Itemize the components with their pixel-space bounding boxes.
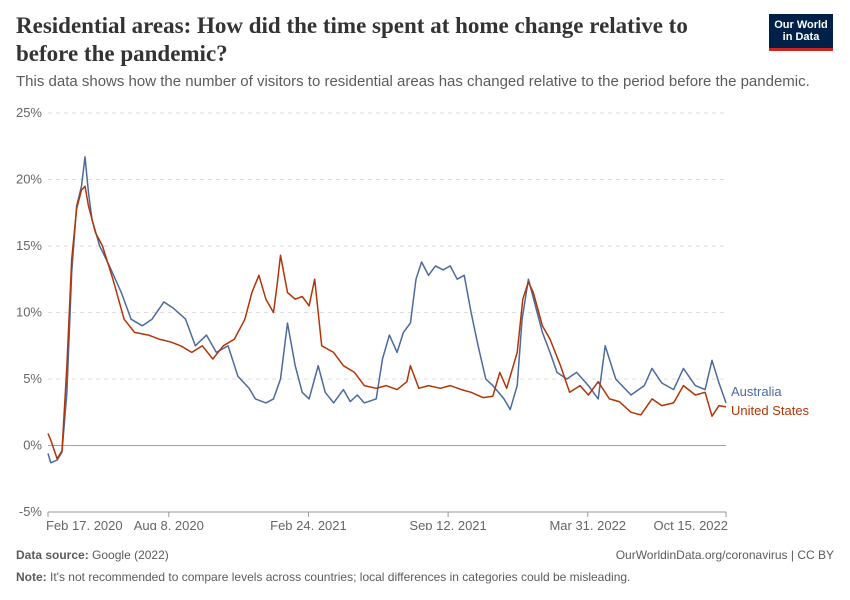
x-axis-ticks: Feb 17, 2020 Aug 8, 2020 Feb 24, 2021 Sep 1… (46, 512, 728, 530)
data-source-value[interactable]: Google (2022) (92, 548, 169, 562)
y-tick-label: -5% (19, 504, 43, 519)
y-tick-label: 15% (16, 238, 42, 253)
legend-label-australia: Australia (731, 384, 782, 399)
legend-layer: Australia United States (731, 384, 810, 418)
x-tick-label: Feb 17, 2020 (46, 518, 123, 530)
x-tick-label: Sep 12, 2021 (409, 518, 486, 530)
note-text: It's not recommended to compare levels a… (50, 570, 631, 584)
grid-layer (48, 112, 726, 513)
legend-label-united-states: United States (731, 403, 810, 418)
x-tick-label: Mar 31, 2022 (549, 518, 626, 530)
y-tick-label: 0% (23, 438, 42, 453)
series-line-united-states (47, 185, 727, 460)
note-label: Note: (16, 570, 47, 584)
chart-title: Residential areas: How did the time spen… (16, 13, 688, 66)
x-tick-label: Oct 15, 2022 (654, 518, 728, 530)
data-source-label: Data source: (16, 548, 89, 562)
logo-line-2: in Data (782, 31, 820, 43)
y-axis-ticks: -5% 0% 5% 10% 15% 20% 25% (16, 105, 42, 519)
owid-logo[interactable]: Our World in Data (769, 14, 833, 51)
line-chart: -5% 0% 5% 10% 15% 20% 25% Feb 17, 2020 Aug 8, 2… (16, 105, 810, 530)
data-source: Data source: Google (2022) (16, 548, 169, 562)
x-tick-label: Aug 8, 2020 (134, 518, 204, 530)
series-line-australia (47, 156, 727, 464)
y-tick-label: 10% (16, 305, 42, 320)
source-url[interactable]: OurWorldinData.org/coronavirus | CC BY (615, 548, 834, 562)
y-tick-label: 20% (16, 172, 42, 187)
x-tick-label: Feb 24, 2021 (270, 518, 347, 530)
logo-line-1: Our World (774, 19, 828, 31)
series-layer (47, 156, 727, 464)
y-tick-label: 5% (23, 371, 42, 386)
chart-note: Note: It's not recommended to compare le… (16, 570, 630, 584)
y-tick-label: 25% (16, 105, 42, 120)
chart-subtitle: This data shows how the number of visito… (16, 73, 810, 90)
